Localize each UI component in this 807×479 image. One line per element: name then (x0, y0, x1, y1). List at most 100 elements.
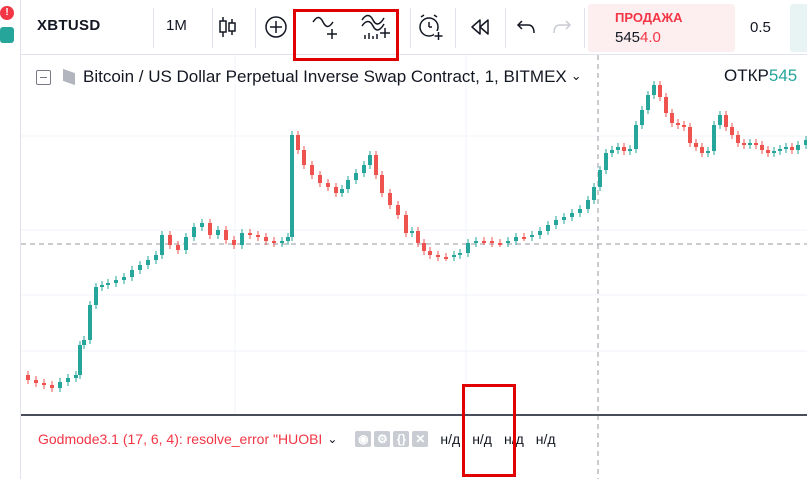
sell-price-prefix: 545 (615, 29, 641, 46)
price-chart[interactable] (21, 55, 807, 479)
candle-body (474, 241, 478, 243)
candle-body (592, 187, 596, 200)
candle-body (538, 231, 542, 235)
candle-body (766, 150, 770, 153)
candle-body (458, 253, 462, 255)
watchlist-marker (0, 27, 14, 43)
candle-body (712, 125, 716, 151)
candle-body (628, 149, 632, 151)
chevron-down-icon[interactable]: ⌄ (570, 68, 582, 83)
candle-body (224, 230, 228, 240)
flag-icon (63, 68, 75, 86)
candle-body (296, 135, 300, 150)
candle-body (290, 135, 294, 237)
candle-body (280, 241, 284, 243)
gear-icon[interactable]: ⚙ (374, 431, 391, 447)
candle-body (772, 151, 776, 153)
candle-body (82, 340, 86, 345)
candle-body (388, 193, 392, 205)
buy-button[interactable] (790, 4, 807, 52)
plus-circle-icon[interactable] (260, 11, 292, 43)
candle-body (362, 165, 366, 173)
indicators-icon[interactable] (360, 11, 392, 43)
candle-body (176, 245, 180, 250)
legend-title[interactable]: Bitcoin / US Dollar Perpetual Inverse Sw… (83, 67, 567, 86)
collapse-legend-button[interactable] (36, 69, 51, 85)
candle-body (368, 155, 372, 165)
candle-body (58, 382, 62, 388)
candle-body (676, 123, 680, 125)
toolbar-divider (410, 8, 411, 48)
candle-body (340, 189, 344, 193)
candle-body (622, 147, 626, 151)
candle-body (616, 147, 620, 150)
toolbar-divider (505, 8, 506, 48)
candle-body (410, 231, 414, 233)
replay-icon[interactable] (464, 11, 496, 43)
candle-body (804, 140, 807, 145)
candle-body (604, 153, 608, 170)
chart-area[interactable]: Bitcoin / US Dollar Perpetual Inverse Sw… (21, 55, 807, 479)
sell-label: ПРОДАЖА (615, 10, 683, 25)
toolbar-divider (584, 8, 585, 48)
candle-body (88, 305, 92, 340)
close-icon[interactable]: ✕ (412, 431, 429, 447)
compare-icon[interactable] (310, 11, 342, 43)
candle-body (130, 270, 134, 277)
interval-button[interactable]: 1М (166, 17, 187, 34)
candle-body (264, 237, 268, 241)
alert-icon[interactable] (414, 11, 446, 43)
candles-icon[interactable] (211, 11, 243, 43)
candle-body (778, 149, 782, 151)
candle-body (74, 375, 78, 378)
candle-body (598, 170, 602, 187)
candle-body (122, 277, 126, 280)
source-code-icon[interactable]: {} (393, 431, 410, 447)
candle-body (586, 200, 590, 209)
candle-body (688, 127, 692, 143)
candle-body (256, 235, 260, 237)
candle-body (610, 150, 614, 153)
candle-body (682, 125, 686, 127)
spread-value: 0.5 (750, 19, 771, 36)
left-sidebar: ! (0, 0, 21, 479)
candle-body (490, 241, 494, 243)
candle-body (796, 145, 800, 150)
sell-button[interactable]: ПРОДАЖА 5454.0 (588, 4, 735, 52)
candle-body (634, 125, 638, 149)
candle-body (346, 180, 350, 189)
open-value: 545 (768, 66, 798, 85)
candle-body (790, 147, 794, 150)
candle-body (530, 235, 534, 237)
indicator-value: н/д (535, 431, 556, 447)
eye-icon[interactable]: ◉ (355, 431, 372, 447)
ohlc-values: ОТКР545 (724, 66, 797, 86)
candle-body (42, 383, 46, 385)
candle-body (514, 237, 518, 241)
indicator-title[interactable]: Godmode3.1 (17, 6, 4): resolve_error "HU… (38, 431, 323, 447)
candle-body (562, 217, 566, 220)
candle-body (334, 187, 338, 193)
pane-separator[interactable] (21, 414, 807, 416)
candle-body (26, 375, 30, 380)
toolbar-divider (255, 8, 256, 48)
candle-body (66, 378, 70, 382)
candle-body (718, 115, 722, 125)
chart-legend: Bitcoin / US Dollar Perpetual Inverse Sw… (36, 66, 582, 88)
highlight-box-toolbar (293, 9, 399, 61)
candle-body (578, 209, 582, 213)
candle-body (466, 243, 470, 253)
redo-icon[interactable] (546, 11, 578, 43)
candle-body (380, 175, 384, 193)
notification-badge[interactable]: ! (0, 6, 14, 20)
candle-body (428, 251, 432, 255)
candle-body (160, 235, 164, 255)
undo-icon[interactable] (510, 11, 542, 43)
symbol-search[interactable]: XBTUSD (37, 17, 101, 34)
highlight-box-close (462, 384, 516, 477)
chevron-down-icon[interactable]: ⌄ (327, 432, 338, 446)
candle-body (154, 255, 158, 260)
candle-body (94, 287, 98, 305)
candle-body (670, 113, 674, 123)
candle-body (240, 233, 244, 245)
